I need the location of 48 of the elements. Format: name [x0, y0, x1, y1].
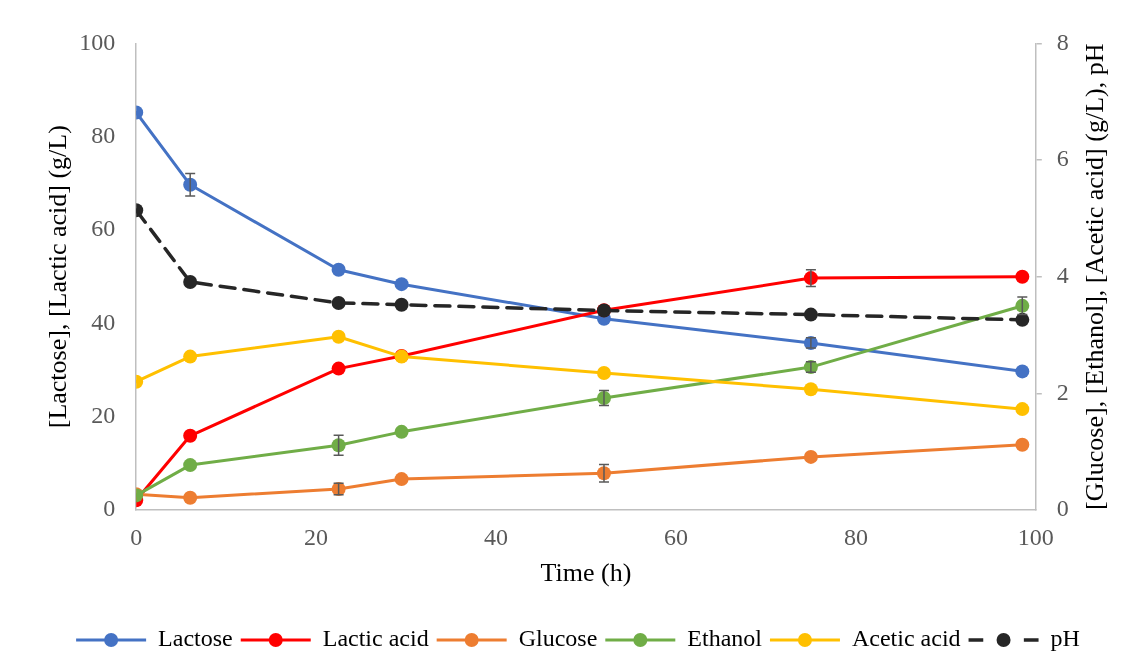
x-tick-label: 80: [843, 523, 868, 550]
legend-label: Acetic acid: [851, 625, 961, 652]
y-tick-label: 60: [91, 215, 116, 242]
point: [1015, 312, 1030, 327]
point: [1015, 437, 1030, 452]
point: [394, 277, 409, 292]
y2-axis-title: [Glucose], [Ethanol], [Acetic acid] (g/L), pH: [1080, 43, 1110, 510]
y-tick-label: 0: [103, 495, 116, 522]
x-tick-label: 0: [130, 523, 143, 550]
point: [394, 472, 409, 487]
point: [183, 428, 198, 443]
y-tick-label: 100: [79, 28, 116, 55]
legend-label: Glucose: [518, 625, 598, 652]
legend-label: Lactic acid: [322, 625, 429, 652]
y2-tick-label: 6: [1056, 145, 1069, 172]
legend-label: Ethanol: [687, 625, 763, 652]
legend-label: Lactose: [158, 625, 233, 652]
y-axis-title: [Lactose], [Lactic acid] (g/L): [43, 125, 73, 429]
legend-label: pH: [1050, 625, 1080, 652]
x-axis-title: Time (h): [540, 558, 632, 588]
point: [183, 458, 198, 473]
point: [803, 307, 818, 322]
x-tick-label: 100: [1017, 523, 1054, 550]
point: [331, 361, 346, 376]
point: [183, 349, 198, 364]
point: [183, 490, 198, 505]
y-tick-label: 40: [91, 308, 116, 335]
point: [183, 274, 198, 289]
x-tick-label: 20: [304, 523, 329, 550]
y-tick-label: 80: [91, 122, 116, 149]
point: [1015, 402, 1030, 417]
point: [331, 295, 346, 310]
point: [1015, 364, 1030, 379]
point: [803, 449, 818, 464]
y2-tick-label: 0: [1056, 495, 1069, 522]
x-tick-label: 60: [663, 523, 688, 550]
y2-tick-label: 2: [1056, 378, 1069, 405]
y2-tick-label: 4: [1056, 262, 1069, 288]
point: [394, 297, 409, 312]
y-tick-label: 20: [91, 401, 116, 428]
point: [331, 262, 346, 277]
point: [1015, 269, 1030, 284]
point: [596, 365, 611, 380]
x-tick-label: 40: [484, 523, 509, 550]
point: [331, 329, 346, 344]
point: [394, 424, 409, 439]
y2-tick-label: 8: [1056, 28, 1069, 55]
point: [803, 382, 818, 397]
